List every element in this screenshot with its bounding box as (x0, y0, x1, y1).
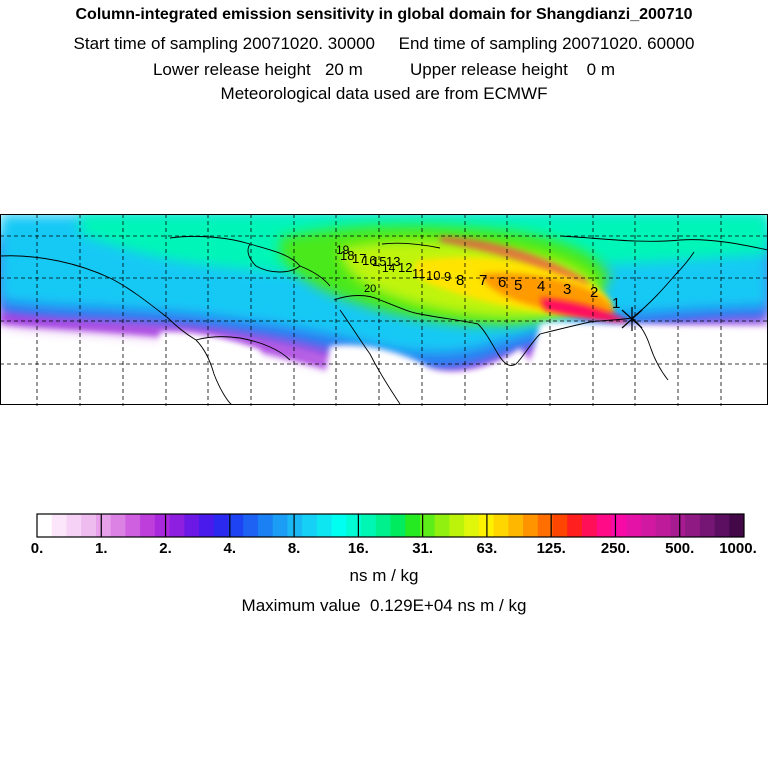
coastlines (0, 235, 768, 405)
sensitivity-map: 1 2 3 4 5 6 7 8 9 10 11 12 13 14 15 16 1… (0, 214, 768, 406)
release-height-line: Lower release height 20 m Upper release … (152, 60, 616, 79)
colorbar-cell (51, 514, 67, 537)
colorbar-tick-label: 125. (537, 540, 566, 557)
colorbar-cell (110, 514, 126, 537)
colorbar-cell (464, 514, 480, 537)
colorbar-tick-label: 500. (665, 540, 694, 557)
trajectory-label-14: 14 (382, 261, 396, 275)
colorbar-cell (243, 514, 259, 537)
colorbar-cell (272, 514, 288, 537)
colorbar-cell (523, 514, 539, 537)
colorbar-frame (36, 513, 745, 538)
colorbar-cell (184, 514, 200, 537)
colorbar-cell (552, 514, 568, 537)
colorbar-cell (626, 514, 642, 537)
trajectory-label-9: 9 (444, 269, 451, 284)
colorbar-tick-label: 250. (601, 540, 630, 557)
colorbar-cell (449, 514, 465, 537)
trajectory-label-16: 16 (362, 253, 376, 268)
colorbar-cell (640, 514, 657, 537)
colorbar-cell (581, 514, 598, 537)
map-title: Column-integrated emission sensitivity i… (75, 6, 693, 23)
colorbar-cell (361, 514, 377, 537)
colorbar-tick-labels: 0. 1. 2. 4. 8. 16. 31. 63. 125. 250. 500. 1000. (31, 540, 757, 557)
trajectory-labels: 1 2 3 4 5 6 7 8 9 10 11 12 13 14 15 16 1… (336, 243, 620, 312)
colorbar-cell (228, 514, 244, 537)
colorbar-cell (375, 514, 391, 537)
colorbar-cell (596, 514, 612, 537)
colorbar-cell (567, 514, 583, 537)
colorbar-cell (419, 514, 436, 537)
colorbar-units: ns m / kg (349, 566, 419, 585)
trajectory-label-15: 15 (372, 254, 386, 269)
colorbar-tick-label: 4. (224, 540, 237, 557)
colorbar-cell (257, 514, 274, 537)
trajectory-label-12: 12 (398, 260, 412, 275)
colorbar-tick-label: 31. (412, 540, 433, 557)
colorbar-cell (213, 514, 229, 537)
trajectory-label-2: 2 (590, 284, 598, 301)
colorbar-cell (537, 514, 553, 537)
colorbar-tick-label: 63. (476, 540, 497, 557)
colorbar-cells (36, 513, 745, 538)
colorbar-cell (390, 514, 406, 537)
colorbar-tick-label: 2. (159, 540, 172, 557)
trajectory-label-6: 6 (498, 274, 506, 291)
trajectory-label-18: 18 (340, 248, 354, 263)
trajectory-label-10: 10 (426, 268, 440, 283)
trajectory-label-11: 11 (412, 266, 426, 281)
sensitivity-field (0, 214, 768, 405)
trajectory-label-3: 3 (563, 281, 571, 298)
colorbar-cell (199, 514, 215, 537)
colorbar-cell (405, 514, 421, 537)
colorbar-tick-label: 8. (288, 540, 301, 557)
colorbar-cell (729, 514, 745, 537)
colorbar-cell (434, 514, 450, 537)
colorbar-cell (493, 514, 509, 537)
trajectory-label-5: 5 (514, 277, 522, 294)
colorbar-tick-label: 1000. (719, 540, 757, 557)
colorbar-cell (154, 514, 170, 537)
maximum-value-label: Maximum value 0.129E+04 ns m / kg (241, 596, 527, 615)
colorbar-tick-label: 0. (31, 540, 44, 557)
colorbar-cell (611, 514, 627, 537)
trajectory-label-13: 13 (386, 254, 400, 269)
release-site-marker (621, 307, 643, 331)
graticule (0, 214, 768, 406)
colorbar-cell (169, 514, 185, 537)
colorbar-cell (331, 514, 347, 537)
colorbar-tick-label: 16. (348, 540, 369, 557)
trajectory-label-4: 4 (537, 278, 545, 295)
colorbar: 0. 1. 2. 4. 8. 16. 31. 63. 125. 250. 500. 1000. (31, 513, 757, 557)
trajectory-label-17: 17 (352, 251, 366, 266)
colorbar-cell (699, 514, 715, 537)
colorbar-cell (714, 514, 730, 537)
colorbar-cell (508, 514, 524, 537)
colorbar-cell (81, 514, 97, 537)
colorbar-cell (655, 514, 671, 537)
colorbar-cell (37, 514, 53, 537)
colorbar-cell (670, 514, 686, 537)
colorbar-cell (140, 514, 156, 537)
trajectory-label-7: 7 (479, 272, 487, 289)
trajectory-label-1: 1 (612, 295, 620, 312)
colorbar-cell (302, 514, 318, 537)
sampling-time-line: Start time of sampling 20071020. 30000 E… (73, 34, 695, 53)
trajectory-label-19: 19 (336, 243, 350, 257)
colorbar-tick-label: 1. (95, 540, 108, 557)
trajectory-label-20: 20 (364, 283, 376, 295)
trajectory-label-8: 8 (456, 272, 464, 289)
colorbar-cell (685, 514, 701, 537)
colorbar-cell (316, 514, 332, 537)
colorbar-cell (287, 514, 303, 537)
colorbar-cell (346, 514, 362, 537)
colorbar-cell (95, 514, 112, 537)
colorbar-cell (66, 514, 82, 537)
colorbar-cell (125, 514, 141, 537)
met-data-line: Meteorological data used are from ECMWF (220, 84, 548, 103)
